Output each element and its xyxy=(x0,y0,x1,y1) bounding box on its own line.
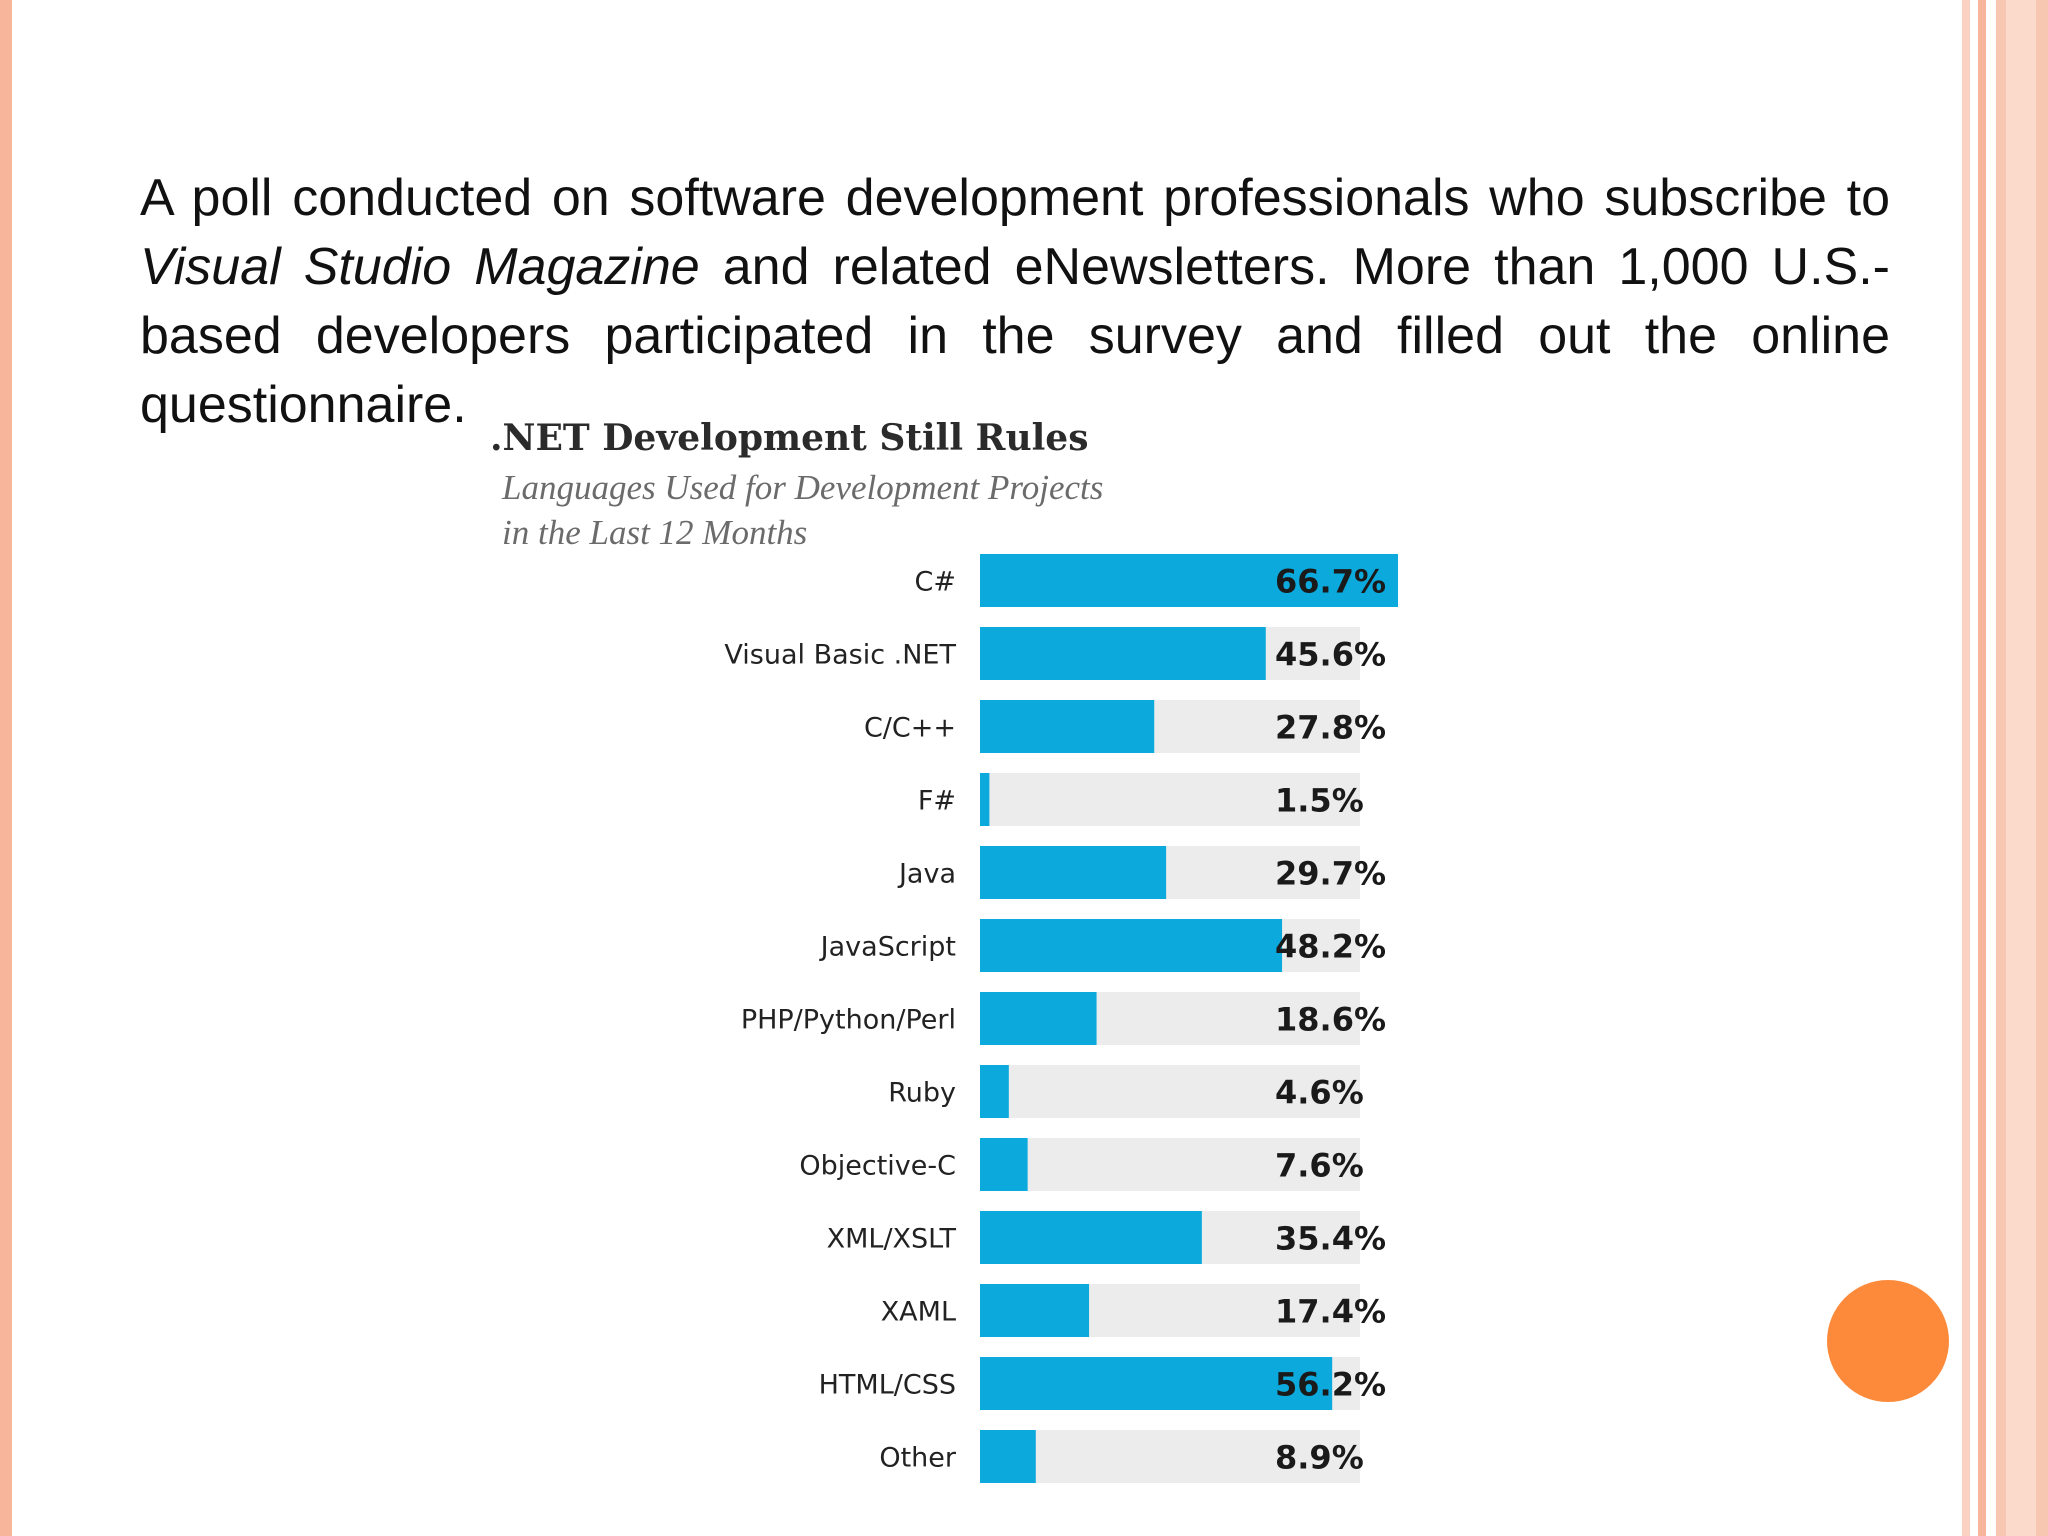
value-label: 1.5% xyxy=(1275,782,1364,820)
slide-border-right xyxy=(1978,0,1986,1536)
category-label: XAML xyxy=(881,1297,956,1328)
bar xyxy=(980,773,990,826)
bar-track xyxy=(980,1430,1360,1483)
bar xyxy=(980,627,1266,680)
value-label: 7.6% xyxy=(1275,1147,1364,1185)
value-label: 18.6% xyxy=(1275,1001,1386,1039)
category-label: HTML/CSS xyxy=(819,1370,956,1401)
slide-border-left xyxy=(0,0,12,1536)
intro-text-continued: and related eNewsletters. More than 1,00… xyxy=(140,238,1890,434)
value-label: 66.7% xyxy=(1275,563,1386,601)
chart-subtitle-line-2: in the Last 12 Months xyxy=(502,513,808,552)
category-label: PHP/Python/Perl xyxy=(741,1005,956,1036)
slide-border-right xyxy=(1962,0,1970,1536)
category-label: F# xyxy=(918,786,956,817)
bar xyxy=(980,1138,1028,1191)
chart-subtitle: Languages Used for Development Projects … xyxy=(502,465,1202,555)
slide-border-right xyxy=(2006,0,2036,1536)
bar xyxy=(980,700,1155,753)
bar-track xyxy=(980,1138,1360,1191)
value-label: 8.9% xyxy=(1275,1439,1364,1477)
bar xyxy=(980,919,1283,972)
value-label: 45.6% xyxy=(1275,636,1386,674)
category-label: Other xyxy=(879,1443,957,1474)
category-label: XML/XSLT xyxy=(827,1224,957,1255)
value-label: 17.4% xyxy=(1275,1293,1386,1331)
category-label: C/C++ xyxy=(864,713,956,744)
bar xyxy=(980,1065,1009,1118)
bar xyxy=(980,992,1097,1045)
category-label: Ruby xyxy=(888,1078,956,1109)
decorative-circle xyxy=(1827,1280,1949,1402)
bar xyxy=(980,846,1167,899)
bar-track xyxy=(980,773,1360,826)
bar xyxy=(980,1284,1090,1337)
bar xyxy=(980,1211,1202,1264)
category-label: Objective-C xyxy=(799,1151,956,1182)
value-label: 27.8% xyxy=(1275,709,1386,747)
value-label: 48.2% xyxy=(1275,928,1386,966)
intro-paragraph: A poll conducted on software development… xyxy=(140,164,1890,440)
bar xyxy=(980,554,1398,607)
category-label: Java xyxy=(897,859,956,890)
bar xyxy=(980,1357,1333,1410)
category-label: C# xyxy=(915,567,956,598)
intro-text: A poll conducted on software development… xyxy=(140,169,1890,227)
value-label: 4.6% xyxy=(1275,1074,1364,1112)
value-label: 35.4% xyxy=(1275,1220,1386,1258)
bar xyxy=(980,1430,1036,1483)
bar-track xyxy=(980,1065,1360,1118)
magazine-name: Visual Studio Magazine xyxy=(140,238,700,296)
category-label: Visual Basic .NET xyxy=(724,640,956,671)
value-label: 29.7% xyxy=(1275,855,1386,893)
category-label: JavaScript xyxy=(819,932,956,963)
chart-subtitle-line-1: Languages Used for Development Projects xyxy=(502,468,1104,507)
value-label: 56.2% xyxy=(1275,1366,1386,1404)
chart-title: .NET Development Still Rules xyxy=(490,417,1089,459)
